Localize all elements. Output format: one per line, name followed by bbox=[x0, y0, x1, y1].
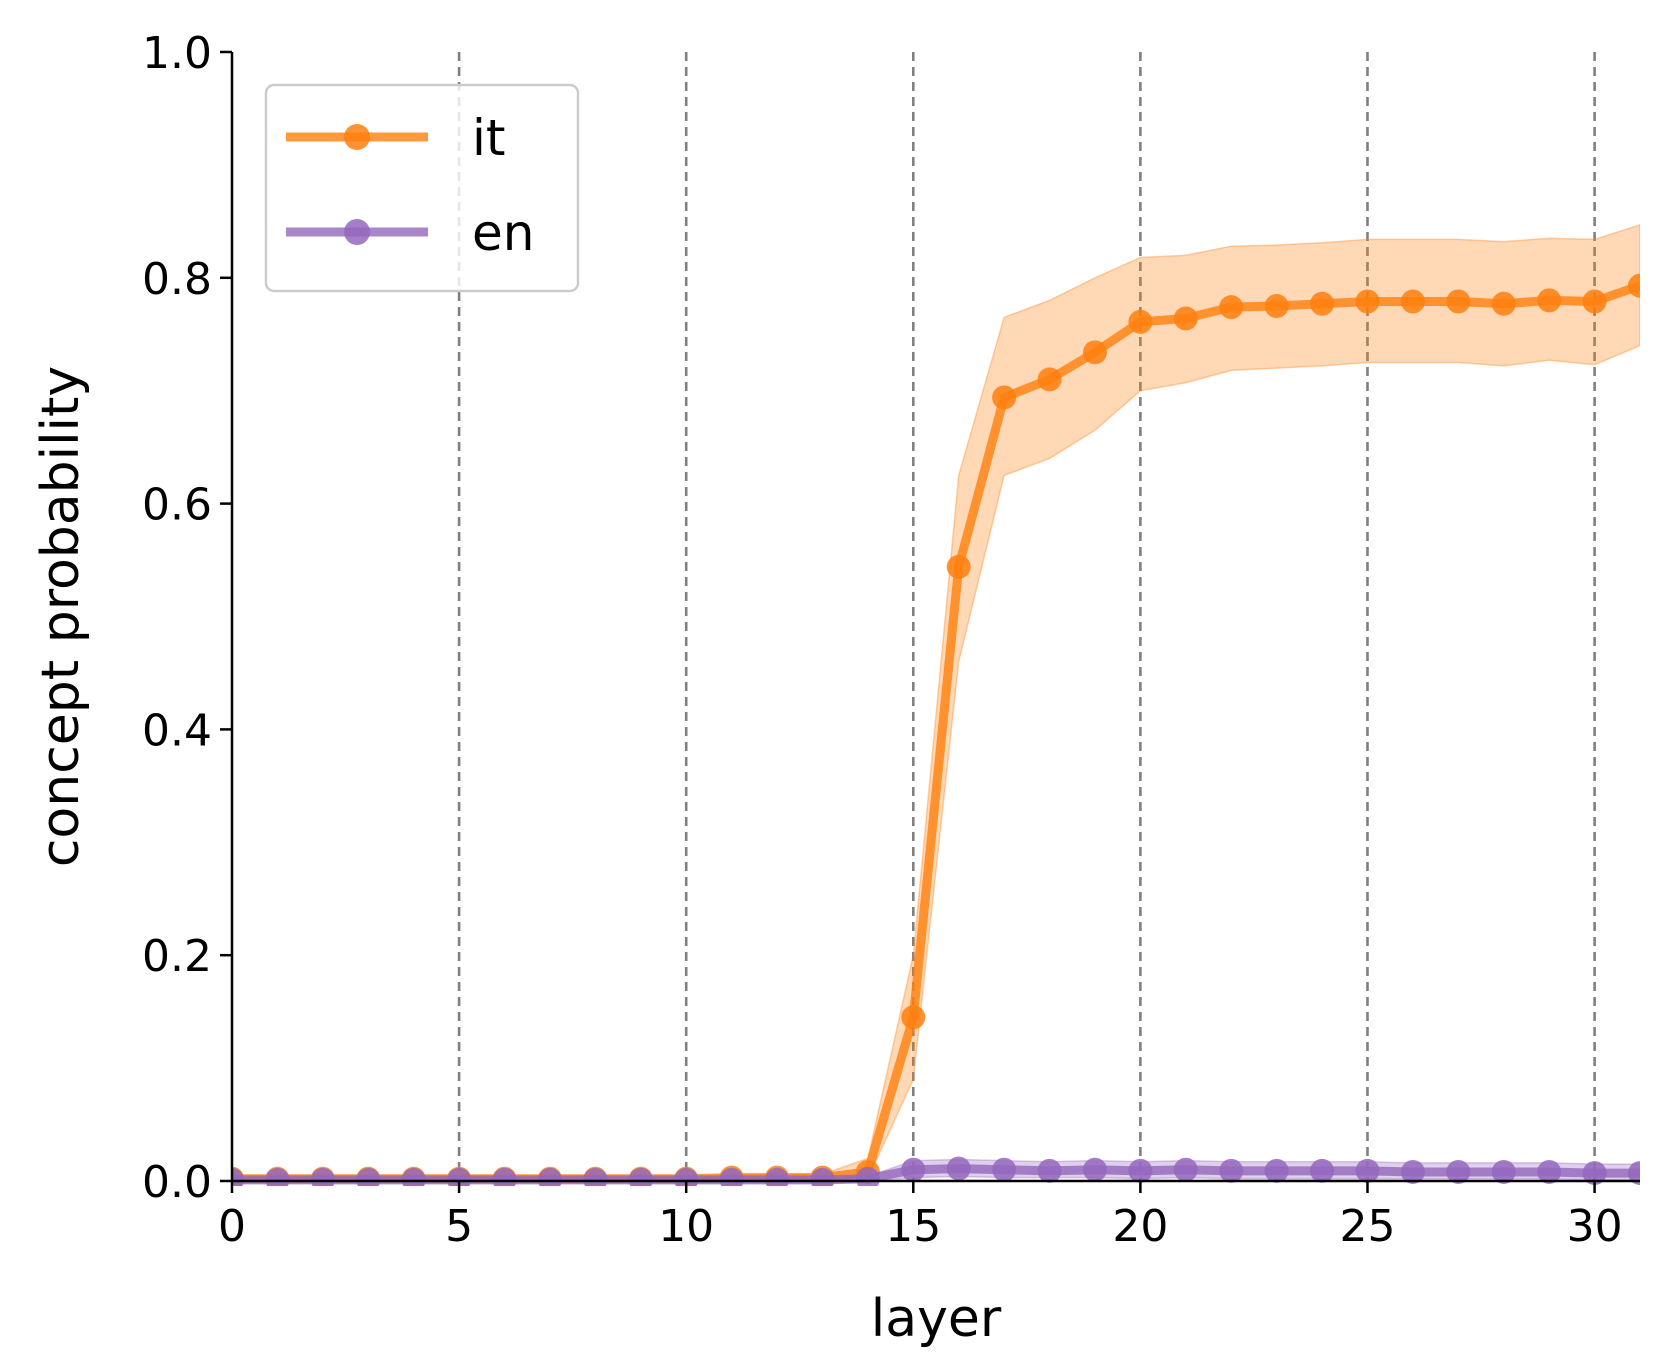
legend-marker-en bbox=[344, 219, 370, 245]
point-en-30 bbox=[1582, 1161, 1607, 1186]
point-en-27 bbox=[1446, 1159, 1471, 1184]
y-tick-label: 0.4 bbox=[142, 705, 212, 756]
x-tick-label: 20 bbox=[1112, 1201, 1168, 1252]
point-en-20 bbox=[1128, 1158, 1153, 1183]
point-it-30 bbox=[1582, 289, 1607, 314]
point-it-19 bbox=[1082, 340, 1107, 365]
point-en-15 bbox=[901, 1157, 926, 1182]
point-it-20 bbox=[1128, 309, 1153, 334]
y-tick-label: 0.0 bbox=[142, 1157, 212, 1208]
x-tick-label: 15 bbox=[885, 1201, 941, 1252]
point-en-18 bbox=[1037, 1158, 1062, 1183]
y-tick-label: 0.2 bbox=[142, 931, 212, 982]
legend-label-en: en bbox=[472, 204, 534, 262]
point-it-31 bbox=[1628, 273, 1640, 298]
point-en-21 bbox=[1173, 1157, 1198, 1182]
point-it-18 bbox=[1037, 367, 1062, 392]
legend: it en bbox=[264, 83, 580, 293]
y-tick-label: 1.0 bbox=[142, 28, 212, 79]
point-en-23 bbox=[1264, 1158, 1289, 1183]
point-it-25 bbox=[1355, 289, 1380, 314]
x-tick-label: 5 bbox=[445, 1201, 473, 1252]
y-tick-label: 0.8 bbox=[142, 254, 212, 305]
point-it-24 bbox=[1310, 291, 1335, 316]
point-it-15 bbox=[901, 1005, 926, 1030]
x-tick-label: 30 bbox=[1567, 1201, 1623, 1252]
point-it-22 bbox=[1219, 295, 1244, 320]
x-tick-label: 0 bbox=[218, 1201, 246, 1252]
point-en-26 bbox=[1400, 1159, 1425, 1184]
series-it bbox=[232, 223, 1640, 1186]
x-tick-label: 25 bbox=[1339, 1201, 1395, 1252]
point-it-28 bbox=[1491, 291, 1516, 316]
point-en-22 bbox=[1219, 1158, 1244, 1183]
x-tick-label: 10 bbox=[658, 1201, 714, 1252]
point-en-29 bbox=[1537, 1159, 1562, 1184]
axes: 0 5 10 15 20 25 30 0.0 0.2 0.4 0.6 0.8 1.0 bbox=[142, 28, 1640, 1252]
point-en-28 bbox=[1491, 1159, 1516, 1184]
legend-label-it: it bbox=[472, 109, 506, 167]
y-tick-label: 0.6 bbox=[142, 480, 212, 531]
point-en-25 bbox=[1355, 1158, 1380, 1183]
point-it-26 bbox=[1400, 289, 1425, 314]
x-axis-label: layer bbox=[871, 1289, 1002, 1349]
point-en-14 bbox=[855, 1166, 880, 1186]
point-it-21 bbox=[1173, 306, 1198, 331]
legend-marker-it bbox=[344, 124, 370, 150]
point-en-16 bbox=[946, 1156, 971, 1181]
point-it-29 bbox=[1537, 288, 1562, 313]
point-it-17 bbox=[992, 385, 1017, 410]
point-en-17 bbox=[992, 1157, 1017, 1182]
point-it-16 bbox=[946, 554, 971, 579]
series-en bbox=[232, 1156, 1640, 1186]
point-en-24 bbox=[1310, 1158, 1335, 1183]
series-group bbox=[232, 223, 1640, 1186]
point-it-27 bbox=[1446, 289, 1471, 314]
point-en-19 bbox=[1082, 1157, 1107, 1182]
band-it bbox=[232, 223, 1640, 1181]
y-axis-label: concept probability bbox=[31, 366, 91, 867]
point-it-23 bbox=[1264, 294, 1289, 319]
point-en-31 bbox=[1628, 1161, 1640, 1186]
